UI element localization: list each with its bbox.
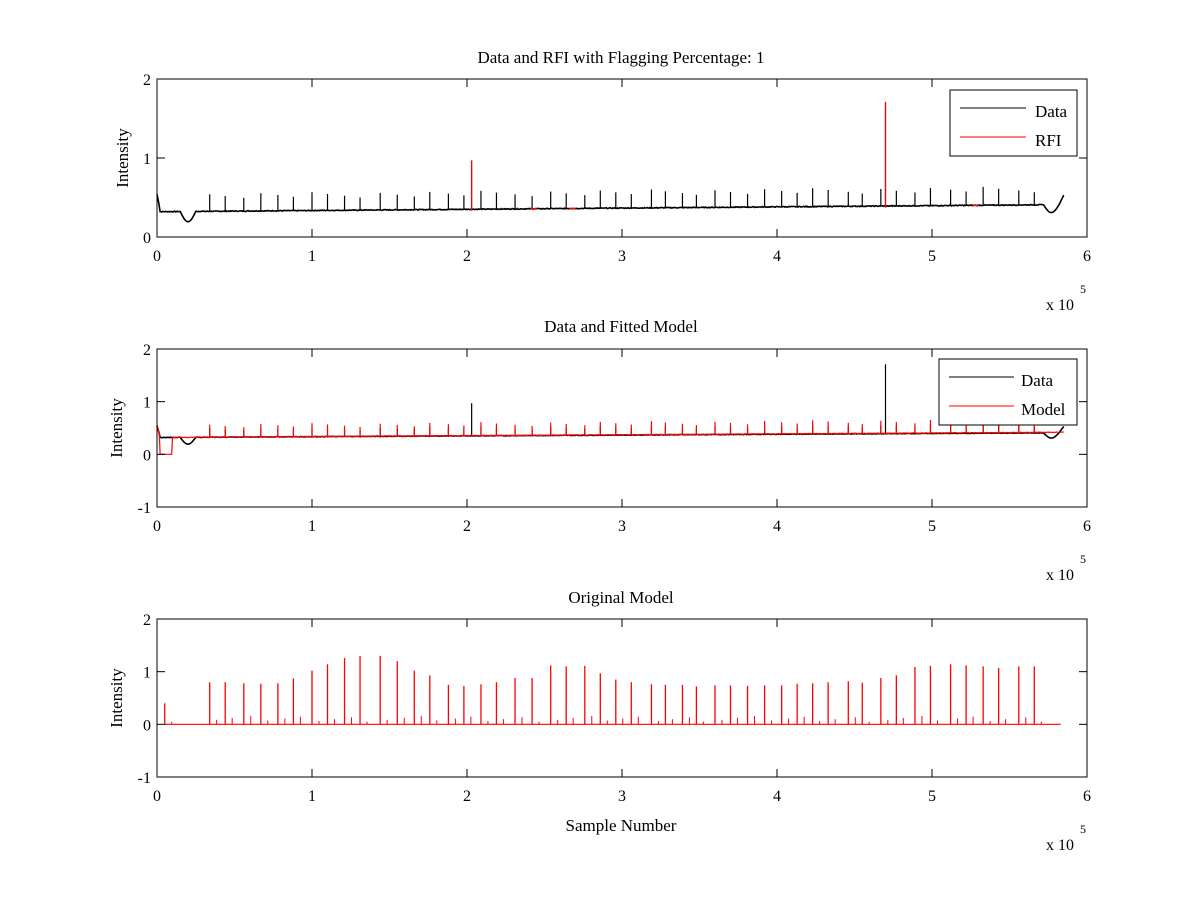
panel-1-ylabel: Intensity bbox=[113, 128, 132, 188]
panel-2-ytick-label-2: 1 bbox=[143, 395, 151, 412]
panel-3-ytick-label-3: 2 bbox=[143, 612, 151, 629]
panel-3-xtick-label-0: 0 bbox=[153, 788, 161, 805]
panel-2-plot bbox=[156, 364, 1065, 455]
panel-2-xtick-label-1: 1 bbox=[308, 518, 316, 535]
panel-2-xtick-label-5: 5 bbox=[928, 518, 936, 535]
panel-2-yticks: -1 0 1 2 bbox=[138, 342, 1087, 517]
panel-1-legend-box bbox=[949, 89, 1078, 157]
panel-2-series-model-line bbox=[156, 425, 1064, 455]
panel-1-ytick-label-2: 2 bbox=[143, 72, 151, 89]
panel-3-ylabel: Intensity bbox=[107, 668, 126, 728]
panel-3-xtick-label-1: 1 bbox=[308, 788, 316, 805]
panel-1-yticks: 0 1 2 bbox=[143, 72, 1087, 247]
panel-1-xscale-note: x 10 bbox=[1046, 297, 1074, 314]
panel-2-legend: Data Model bbox=[938, 358, 1078, 426]
panel-3-ytick-label-0: -1 bbox=[138, 770, 151, 787]
panel-1-xtick-label-1: 1 bbox=[308, 248, 316, 265]
panel-1-title: Data and RFI with Flagging Percentage: 1 bbox=[477, 48, 764, 67]
panel-1-legend: Data RFI bbox=[949, 89, 1078, 157]
panel-1-xtick-label-6: 6 bbox=[1083, 248, 1091, 265]
panel-2-xscale-exponent: 5 bbox=[1080, 552, 1086, 566]
panel-3-xscale-exponent: 5 bbox=[1080, 822, 1086, 836]
panel-2-ytick-label-0: -1 bbox=[138, 500, 151, 517]
panel-2-xtick-label-4: 4 bbox=[773, 518, 781, 535]
panel-2-xtick-label-2: 2 bbox=[463, 518, 471, 535]
panel-1-xtick-label-4: 4 bbox=[773, 248, 781, 265]
panel-2-legend-label-model: Model bbox=[1021, 400, 1066, 419]
panel-3-xticks: 0 1 2 3 4 5 6 bbox=[153, 619, 1091, 805]
panel-1-series-data-line bbox=[156, 194, 1065, 223]
panel-2-xticks: 0 1 2 3 4 5 6 bbox=[153, 349, 1091, 535]
panel-1-xtick-label-0: 0 bbox=[153, 248, 161, 265]
panel-3-ytick-label-1: 0 bbox=[143, 717, 151, 734]
panel-2-xtick-label-6: 6 bbox=[1083, 518, 1091, 535]
panel-3-xlabel: Sample Number bbox=[566, 816, 677, 835]
panel-2-xtick-label-3: 3 bbox=[618, 518, 626, 535]
panel-3-title: Original Model bbox=[568, 588, 674, 607]
panel-3-xtick-label-3: 3 bbox=[618, 788, 626, 805]
panel-1-xticks: 0 1 2 3 4 5 6 bbox=[153, 79, 1091, 265]
panel-1-ytick-label-0: 0 bbox=[143, 230, 151, 247]
panel-1-xtick-label-5: 5 bbox=[928, 248, 936, 265]
panel-3-plot bbox=[164, 655, 1061, 725]
panel-3-ytick-label-2: 1 bbox=[143, 665, 151, 682]
panel-2-legend-label-data: Data bbox=[1021, 371, 1054, 390]
panel-2-xscale-note: x 10 bbox=[1046, 567, 1074, 584]
panel-1-legend-label-rfi: RFI bbox=[1035, 131, 1062, 150]
panel-2-ytick-label-3: 2 bbox=[143, 342, 151, 359]
panel-2-title: Data and Fitted Model bbox=[544, 317, 698, 336]
panel-3-xtick-label-6: 6 bbox=[1083, 788, 1091, 805]
panel-3-xtick-label-2: 2 bbox=[463, 788, 471, 805]
panel-2-ytick-label-1: 0 bbox=[143, 447, 151, 464]
panel-1: Data and RFI with Flagging Percentage: 1… bbox=[113, 48, 1091, 314]
panel-1-legend-label-data: Data bbox=[1035, 102, 1068, 121]
panel-1-ytick-label-1: 1 bbox=[143, 151, 151, 168]
panel-1-xtick-label-3: 3 bbox=[618, 248, 626, 265]
panel-2-ylabel: Intensity bbox=[107, 398, 126, 458]
panel-2-legend-box bbox=[938, 358, 1078, 426]
panel-1-plot bbox=[156, 101, 1065, 223]
panel-2-xtick-label-0: 0 bbox=[153, 518, 161, 535]
panel-3-yticks: -1 0 1 2 bbox=[138, 612, 1087, 787]
panel-1-xscale-exponent: 5 bbox=[1080, 282, 1086, 296]
panel-3-xtick-label-5: 5 bbox=[928, 788, 936, 805]
panel-1-xtick-label-2: 2 bbox=[463, 248, 471, 265]
panel-3-xscale-note: x 10 bbox=[1046, 837, 1074, 854]
panel-3-xtick-label-4: 4 bbox=[773, 788, 781, 805]
